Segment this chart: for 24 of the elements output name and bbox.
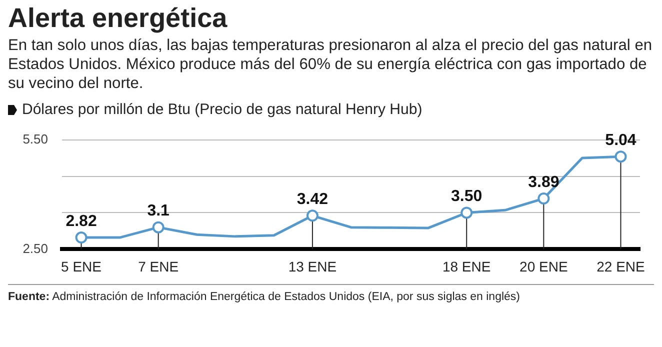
y-tick-label: 5.50 (22, 131, 48, 146)
x-tick-label: 5 ENE (61, 258, 102, 274)
data-label: 5.04 (605, 132, 636, 149)
data-label: 3.89 (528, 174, 560, 191)
data-label: 3.1 (147, 202, 170, 220)
y-tick-label: 2.50 (22, 240, 48, 256)
point (614, 150, 627, 163)
x-tick-label: 20 ENE (520, 258, 568, 274)
point (306, 210, 318, 222)
y-axis-title: Dólares por millón de Btu (Precio de gas natural Henry Hub) (22, 101, 422, 118)
point (152, 221, 164, 234)
data-label: 2.82 (66, 212, 97, 230)
x-tick-label: 13 ENE (288, 258, 337, 274)
x-tick-label: 22 ENE (596, 258, 645, 274)
x-tick-label: 7 ENE (138, 258, 179, 274)
point (460, 206, 473, 219)
source-note: Fuente: Administración de Información Energética de Estados Unidos (EIA, por sus siglas en inglés) (8, 291, 520, 303)
point (75, 232, 88, 244)
data-label: 3.50 (451, 188, 482, 206)
chart-subtitle: En tan solo unos días, las bajas temperaturas presionaron al alza el precio del gas natural en Estados Unidos. México produce más del 60% de su energía eléctrica con gas importado de su vecino del norte. (8, 36, 654, 93)
data-label: 3.42 (296, 191, 328, 208)
chart-title: Alerta energética (8, 2, 228, 34)
x-tick-label: 18 ENE (442, 258, 491, 274)
point (538, 192, 550, 205)
